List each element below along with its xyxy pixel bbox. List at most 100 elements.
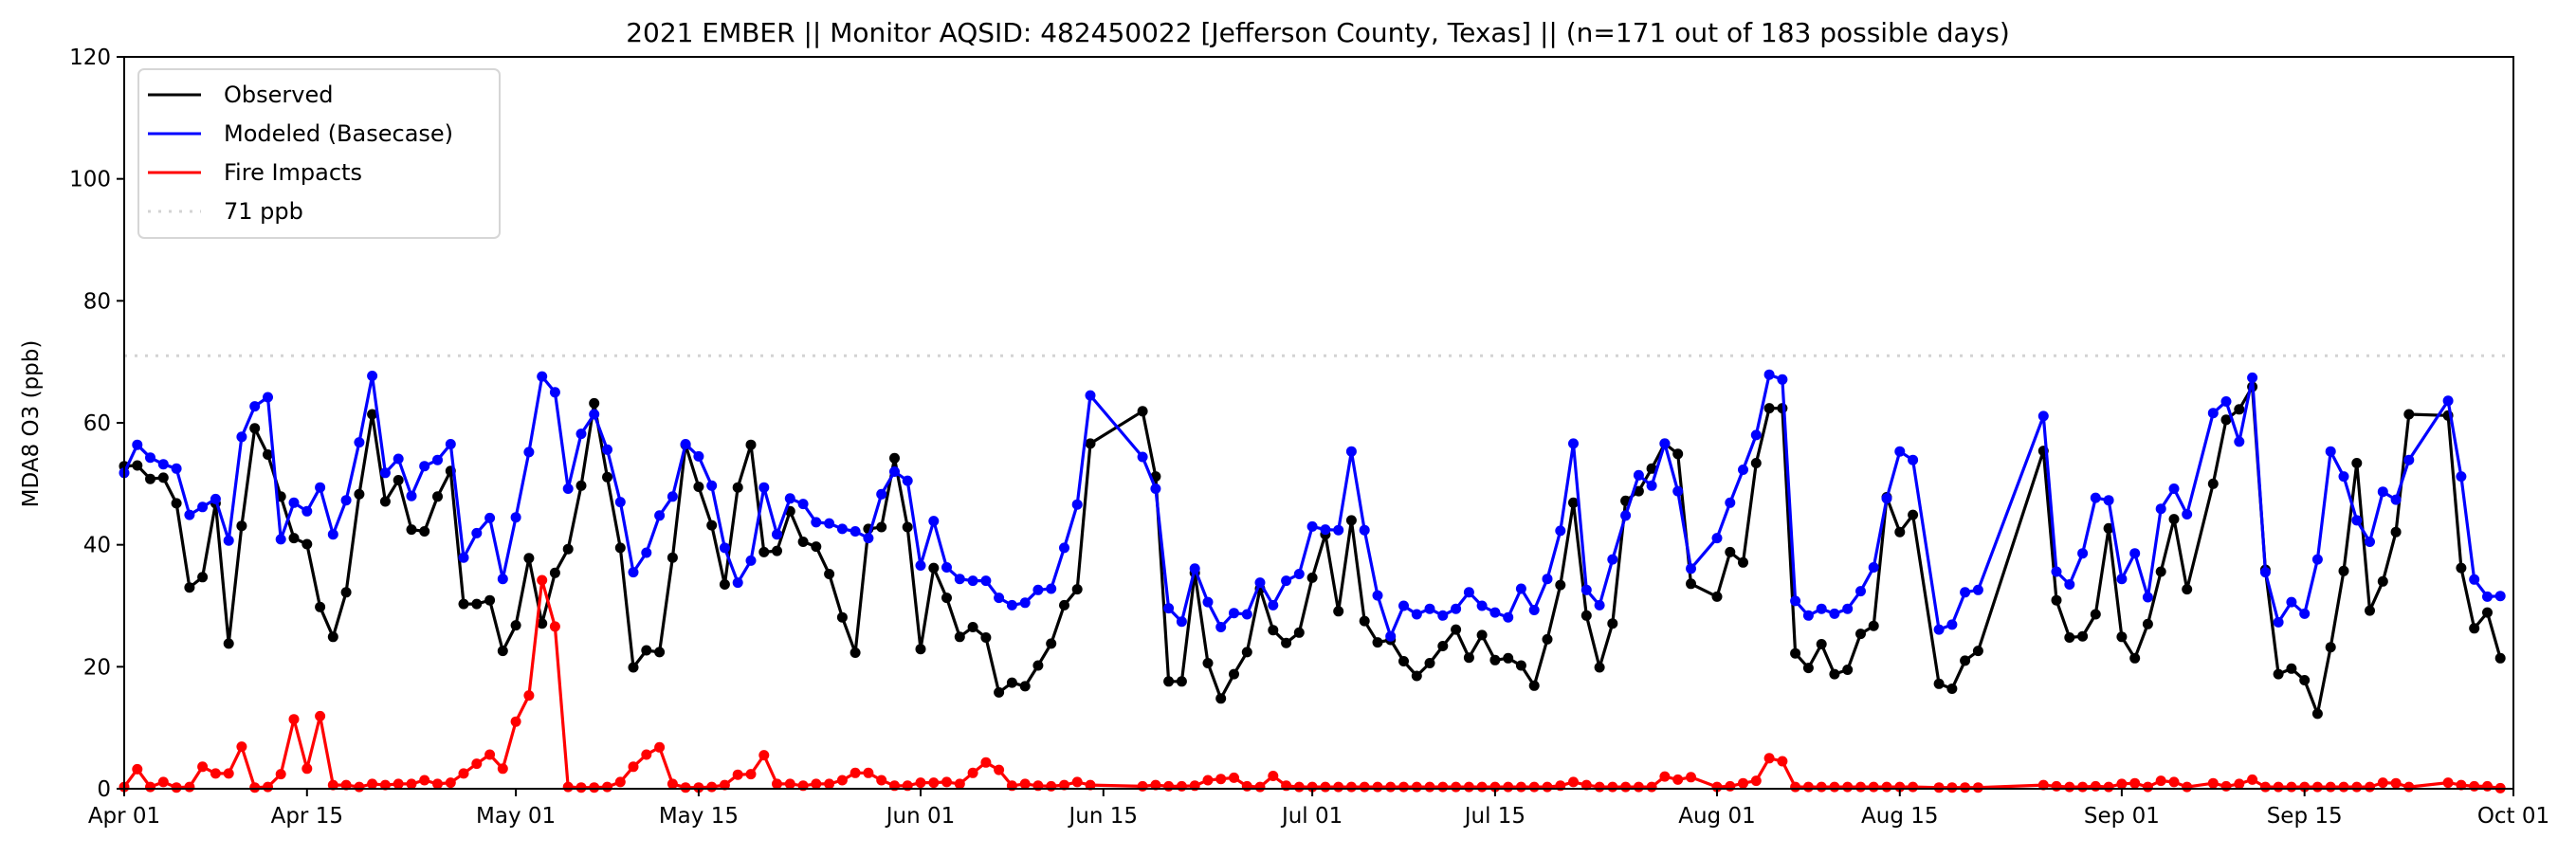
data-point-observed xyxy=(1085,438,1096,449)
data-point-fire-impacts xyxy=(301,763,313,775)
data-point-modeled-basecase xyxy=(575,428,587,440)
series-layer xyxy=(119,369,2506,793)
data-point-fire-impacts xyxy=(458,768,469,779)
data-point-fire-impacts xyxy=(1829,781,1840,793)
data-point-observed xyxy=(1672,448,1684,460)
data-point-fire-impacts xyxy=(379,779,391,791)
data-point-fire-impacts xyxy=(1398,781,1409,793)
data-point-fire-impacts xyxy=(1411,781,1422,793)
data-point-observed xyxy=(654,647,666,658)
data-point-observed xyxy=(419,526,430,537)
data-point-observed xyxy=(850,647,861,658)
data-point-fire-impacts xyxy=(1215,774,1227,785)
data-point-fire-impacts xyxy=(1085,779,1096,791)
data-point-fire-impacts xyxy=(2390,777,2402,789)
data-point-fire-impacts xyxy=(562,781,574,793)
data-point-fire-impacts xyxy=(419,775,430,786)
data-point-observed xyxy=(836,611,848,623)
data-point-modeled-basecase xyxy=(2168,483,2180,494)
data-point-fire-impacts xyxy=(915,777,926,789)
data-point-modeled-basecase xyxy=(1059,542,1069,554)
data-point-fire-impacts xyxy=(772,778,782,790)
data-point-modeled-basecase xyxy=(1868,562,1879,573)
data-point-fire-impacts xyxy=(236,741,247,753)
data-point-fire-impacts xyxy=(876,775,887,786)
data-point-fire-impacts xyxy=(1659,771,1671,782)
legend: Observed Modeled (Basecase) Fire Impacts… xyxy=(137,68,501,239)
data-point-observed xyxy=(1908,509,1919,520)
y-tick-label: 20 xyxy=(83,655,111,680)
data-point-fire-impacts xyxy=(1933,782,1945,793)
data-point-modeled-basecase xyxy=(2311,554,2323,565)
data-point-fire-impacts xyxy=(2168,776,2180,788)
data-point-observed xyxy=(693,482,704,492)
data-point-observed xyxy=(171,498,182,509)
data-point-modeled-basecase xyxy=(484,512,496,523)
data-point-observed xyxy=(2377,575,2388,587)
data-point-observed xyxy=(1241,647,1252,658)
data-point-fire-impacts xyxy=(2286,781,2297,793)
data-point-fire-impacts xyxy=(1633,781,1644,793)
data-point-modeled-basecase xyxy=(2129,548,2141,559)
data-point-observed xyxy=(1855,629,1866,640)
data-point-observed xyxy=(549,567,560,578)
data-point-modeled-basecase xyxy=(301,505,313,517)
data-point-modeled-basecase xyxy=(680,439,691,449)
data-point-fire-impacts xyxy=(2090,780,2101,792)
data-point-fire-impacts xyxy=(145,781,155,793)
data-point-observed xyxy=(928,562,940,574)
data-point-observed xyxy=(1424,658,1435,668)
legend-label-observed: Observed xyxy=(224,82,333,108)
data-point-modeled-basecase xyxy=(2182,509,2193,520)
data-point-fire-impacts xyxy=(340,779,352,791)
data-point-modeled-basecase xyxy=(2469,574,2480,585)
data-point-fire-impacts xyxy=(1568,776,1579,788)
data-point-observed xyxy=(471,598,483,610)
data-point-fire-impacts xyxy=(2442,777,2454,789)
data-point-fire-impacts xyxy=(1542,781,1553,793)
data-point-observed xyxy=(706,520,718,531)
data-point-observed xyxy=(902,521,913,533)
data-point-modeled-basecase xyxy=(1568,438,1579,449)
data-point-modeled-basecase xyxy=(1607,554,1618,565)
legend-label-fire: Fire Impacts xyxy=(224,159,362,186)
data-point-modeled-basecase xyxy=(1293,569,1305,579)
data-point-modeled-basecase xyxy=(1359,524,1370,536)
data-point-modeled-basecase xyxy=(1150,483,1161,494)
data-point-observed xyxy=(406,524,417,536)
data-point-fire-impacts xyxy=(1816,781,1827,793)
data-point-observed xyxy=(1946,684,1958,694)
data-point-modeled-basecase xyxy=(2365,537,2375,547)
data-point-modeled-basecase xyxy=(1463,587,1474,598)
data-point-observed xyxy=(327,631,338,643)
y-tick-label: 60 xyxy=(83,411,111,436)
data-point-observed xyxy=(1489,654,1501,666)
data-point-fire-impacts xyxy=(263,781,273,793)
data-point-observed xyxy=(249,423,261,434)
data-point-modeled-basecase xyxy=(2456,471,2467,483)
data-point-modeled-basecase xyxy=(628,567,639,578)
data-point-modeled-basecase xyxy=(1032,584,1044,595)
data-point-fire-impacts xyxy=(1019,778,1031,790)
data-point-modeled-basecase xyxy=(758,482,770,493)
data-point-observed xyxy=(1359,615,1370,627)
data-point-observed xyxy=(602,471,612,483)
data-point-observed xyxy=(2116,631,2128,643)
data-point-modeled-basecase xyxy=(2299,608,2311,619)
data-point-observed xyxy=(1933,678,1945,689)
y-axis-label: MDA8 O3 (ppb) xyxy=(19,340,44,508)
data-point-fire-impacts xyxy=(197,761,209,773)
data-point-modeled-basecase xyxy=(562,483,574,494)
data-point-modeled-basecase xyxy=(719,542,730,554)
data-point-modeled-basecase xyxy=(1881,493,1892,504)
data-point-modeled-basecase xyxy=(2116,574,2128,585)
data-point-modeled-basecase xyxy=(1646,480,1657,491)
data-point-fire-impacts xyxy=(575,782,587,793)
data-point-modeled-basecase xyxy=(145,452,155,464)
data-point-fire-impacts xyxy=(2456,779,2467,791)
data-point-modeled-basecase xyxy=(2155,503,2166,515)
data-point-fire-impacts xyxy=(2103,781,2114,793)
data-point-observed xyxy=(523,553,535,564)
data-point-modeled-basecase xyxy=(1763,369,1775,380)
data-point-fire-impacts xyxy=(367,778,378,790)
